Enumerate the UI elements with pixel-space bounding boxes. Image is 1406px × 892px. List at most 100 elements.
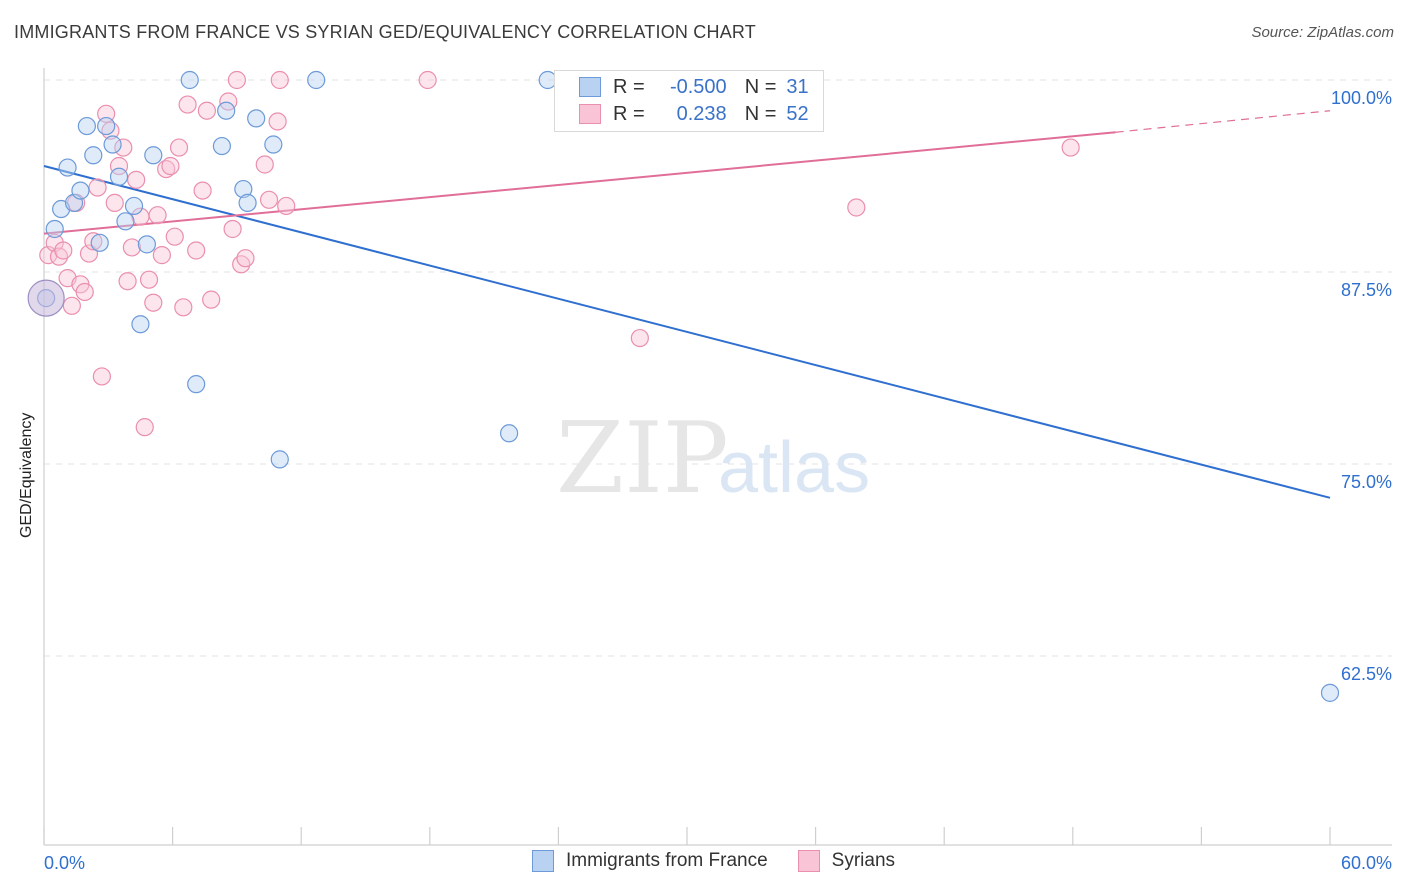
legend-n-value-france: 31: [786, 75, 809, 98]
france-point: [217, 101, 236, 120]
france-point: [116, 212, 135, 231]
x-tick-labels: 0.0% 60.0%: [44, 853, 1392, 873]
syrians-point: [227, 70, 246, 90]
legend-swatch-syrians: [797, 850, 820, 872]
legend-item-syrians[interactable]: Syrians: [797, 850, 896, 872]
syrians-point: [847, 198, 866, 217]
syrians-point: [118, 272, 137, 291]
syrians-trend-extension: [1115, 110, 1331, 133]
legend-r-value-syrians: 0.238: [676, 102, 727, 125]
gridlines: [44, 79, 1392, 657]
watermark-zip: ZIP: [556, 402, 729, 516]
syrians-point: [268, 112, 287, 131]
france-point: [238, 193, 257, 212]
france-point: [212, 136, 231, 156]
france-trend-line: [43, 165, 1331, 499]
legend-r-value-france: -0.500: [669, 75, 727, 98]
syrians-point: [84, 232, 103, 251]
france-point: [234, 179, 253, 199]
france-points: [27, 70, 1340, 702]
source-label: Source: ZipAtlas.com: [1251, 24, 1394, 41]
syrians-point: [114, 138, 133, 157]
syrians-point: [255, 155, 274, 174]
legend-r-label: R =: [613, 75, 645, 98]
france-point: [71, 181, 90, 200]
france-point: [90, 233, 109, 252]
syrians-trend-line: [43, 131, 1116, 235]
legend-swatch-france: [532, 850, 554, 872]
axes: [43, 68, 1392, 846]
france-point: [84, 146, 103, 165]
legend-row-syrians: R = 0.238 N = 52: [579, 101, 809, 127]
france-point: [131, 315, 150, 334]
y-tick-labels: 62.5% 75.0% 87.5% 100.0%: [1331, 88, 1392, 684]
syrians-point: [75, 282, 94, 302]
syrians-point: [139, 270, 159, 289]
syrians-points: [39, 70, 1080, 437]
x-tick-label: 60.0%: [1341, 853, 1392, 873]
syrians-point: [165, 227, 184, 246]
france-cluster-point: [27, 279, 65, 317]
france-point: [109, 167, 129, 186]
legend-swatch-syrians: [579, 104, 601, 124]
syrians-point: [122, 238, 141, 257]
y-tick-label: 100.0%: [1331, 88, 1392, 108]
france-point: [124, 196, 144, 216]
syrians-point: [270, 70, 289, 90]
syrians-point: [127, 170, 146, 189]
syrians-point: [174, 298, 193, 317]
y-tick-label: 62.5%: [1341, 664, 1392, 684]
syrians-point: [152, 246, 171, 265]
syrians-point: [277, 196, 296, 216]
legend-row-france: R = -0.500 N = 31: [579, 74, 809, 100]
france-point: [58, 158, 77, 177]
france-point: [180, 70, 199, 90]
france-point: [137, 235, 156, 254]
france-point: [270, 450, 289, 469]
syrians-point: [62, 296, 81, 315]
france-point: [264, 135, 283, 154]
series-legend: Immigrants from France Syrians: [532, 850, 925, 872]
syrians-point: [105, 193, 124, 212]
syrians-point: [259, 190, 279, 209]
syrians-point: [135, 418, 154, 437]
syrians-point: [178, 95, 197, 114]
y-tick-label: 87.5%: [1341, 280, 1392, 300]
y-axis-title: GED/Equivalency: [18, 412, 35, 538]
syrians-point: [223, 219, 242, 239]
france-point: [187, 375, 206, 394]
legend-n-label: N =: [744, 75, 777, 98]
france-point: [103, 135, 122, 154]
syrians-point: [1061, 138, 1080, 157]
syrians-point: [144, 293, 163, 312]
watermark-atlas: atlas: [718, 428, 870, 508]
france-point: [144, 146, 163, 165]
legend-label-france: Immigrants from France: [566, 850, 768, 871]
watermark: ZIP atlas: [556, 402, 870, 516]
france-point: [307, 70, 326, 90]
syrians-point: [148, 206, 167, 225]
syrians-point: [92, 367, 111, 386]
syrians-point: [161, 156, 180, 176]
syrians-point: [236, 249, 255, 268]
trend-lines: [43, 110, 1331, 499]
syrians-point: [193, 181, 212, 200]
syrians-point: [54, 241, 73, 260]
x-tick-label: 0.0%: [44, 853, 85, 873]
legend-swatch-france: [579, 77, 601, 97]
syrians-point: [109, 156, 129, 176]
france-point: [1320, 683, 1340, 702]
syrians-point: [88, 178, 107, 197]
syrians-point: [202, 290, 221, 309]
legend-n-label: N =: [744, 102, 777, 125]
syrians-point: [187, 241, 206, 260]
legend-item-france[interactable]: Immigrants from France: [532, 850, 768, 872]
france-point: [500, 424, 519, 443]
syrians-point: [197, 101, 216, 120]
y-tick-label: 75.0%: [1341, 472, 1392, 492]
syrians-point: [630, 328, 649, 348]
france-point: [247, 109, 266, 128]
syrians-point: [418, 70, 437, 90]
legend-label-syrians: Syrians: [831, 850, 896, 871]
